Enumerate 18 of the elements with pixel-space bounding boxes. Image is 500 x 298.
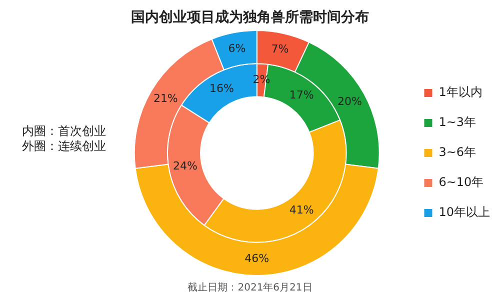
legend-label: 3~6年 <box>438 145 476 160</box>
legend-label: 1年以内 <box>438 85 482 100</box>
text: 外圈：连续创业 <box>22 139 106 154</box>
text: 截止日期：2021年6月21日 <box>188 282 312 294</box>
data-label: 6% <box>228 42 246 55</box>
data-label: 46% <box>244 252 270 265</box>
legend-label: 6~10年 <box>438 175 484 190</box>
chart-title: 国内创业项目成为独角兽所需时间分布 <box>131 10 369 26</box>
data-label: 17% <box>289 88 314 102</box>
data-label: 24% <box>173 160 198 173</box>
legend-label: 10年以上 <box>438 205 490 220</box>
text: 内圈：首次创业 <box>22 124 106 138</box>
legend-label: 1~3年 <box>438 115 476 130</box>
data-label: 7% <box>271 42 289 56</box>
data-label: 20% <box>337 94 362 108</box>
data-label: 16% <box>210 82 234 95</box>
data-label: 21% <box>153 92 178 105</box>
data-label: 41% <box>289 203 314 216</box>
